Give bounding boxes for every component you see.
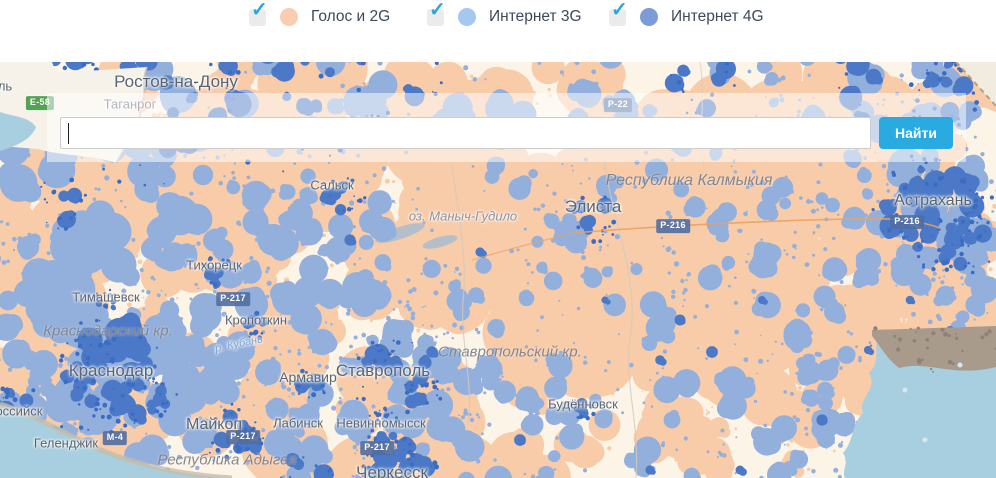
checkbox-3g[interactable]: ✓ <box>427 0 446 26</box>
legend-label-2g: Голос и 2G <box>311 8 391 25</box>
legend-bar: ✓ Голос и 2G ✓ Интернет 3G ✓ Интернет 4G <box>0 0 996 62</box>
search-input[interactable] <box>61 118 870 148</box>
legend-label-4g: Интернет 4G <box>671 8 764 25</box>
legend-item-2g: ✓ Голос и 2G <box>249 0 391 28</box>
text-caret <box>68 123 69 144</box>
checkmark-icon: ✓ <box>429 0 446 21</box>
coverage-3g-dot <box>458 8 476 26</box>
search-bar: Найти <box>60 117 953 149</box>
checkmark-icon: ✓ <box>611 0 628 21</box>
legend-label-3g: Интернет 3G <box>489 8 582 25</box>
legend-item-3g: ✓ Интернет 3G <box>427 0 582 28</box>
coverage-4g-dot <box>640 8 658 26</box>
checkmark-icon: ✓ <box>251 0 268 21</box>
checkbox-2g[interactable]: ✓ <box>249 0 268 26</box>
checkbox-4g[interactable]: ✓ <box>609 0 628 26</box>
search-button[interactable]: Найти <box>879 117 953 149</box>
search-input-wrap <box>60 117 871 149</box>
coverage-2g-dot <box>280 8 298 26</box>
legend-item-4g: ✓ Интернет 4G <box>609 0 764 28</box>
